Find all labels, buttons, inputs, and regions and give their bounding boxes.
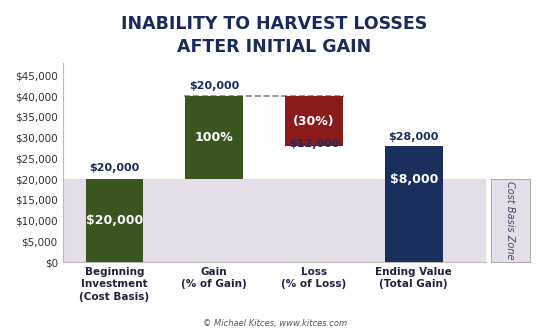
Text: $28,000: $28,000 xyxy=(388,132,439,142)
Text: © Michael Kitces, www.kitces.com: © Michael Kitces, www.kitces.com xyxy=(203,319,347,328)
Text: Cost Basis Zone: Cost Basis Zone xyxy=(505,182,515,260)
Bar xyxy=(63,179,486,262)
Bar xyxy=(185,96,243,179)
Text: $20,000: $20,000 xyxy=(86,214,143,227)
Text: $20,000: $20,000 xyxy=(89,163,140,173)
Text: $20,000: $20,000 xyxy=(189,81,239,91)
Bar xyxy=(285,96,343,146)
Bar xyxy=(385,146,443,262)
Text: 100%: 100% xyxy=(195,131,234,144)
Title: INABILITY TO HARVEST LOSSES
AFTER INITIAL GAIN: INABILITY TO HARVEST LOSSES AFTER INITIA… xyxy=(121,15,427,56)
Bar xyxy=(86,179,144,262)
Text: (30%): (30%) xyxy=(293,115,335,128)
Text: $12,000: $12,000 xyxy=(289,139,339,149)
Text: $8,000: $8,000 xyxy=(389,173,438,186)
